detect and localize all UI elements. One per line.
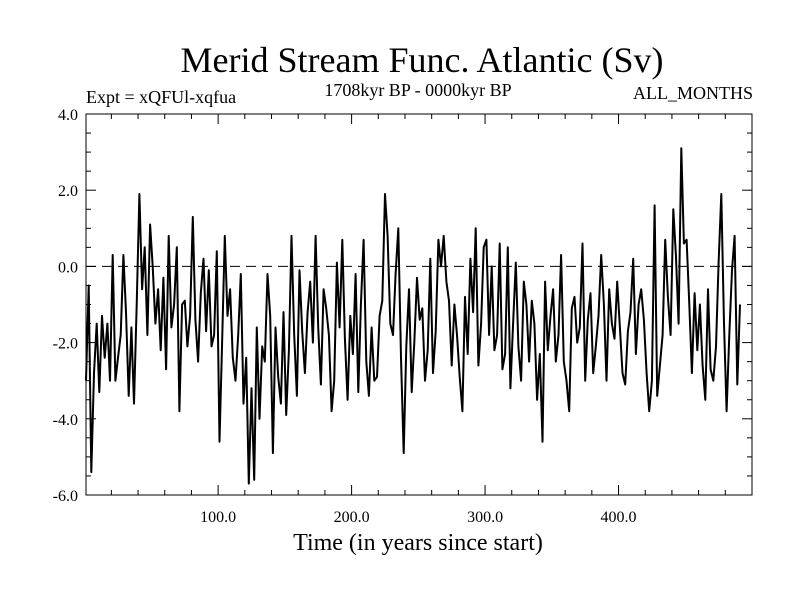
- y-tick-label: -2.0: [53, 336, 78, 353]
- x-axis: 100.0 200.0 300.0 400.0: [110, 114, 726, 526]
- y-tick-label: 0.0: [58, 259, 78, 276]
- chart-subtitle-right: ALL_MONTHS: [633, 83, 753, 103]
- y-tick-label: -6.0: [53, 488, 78, 505]
- y-tick-label: 2.0: [58, 183, 78, 200]
- chart-subtitle-left: Expt = xQFUl-xqfua: [86, 87, 236, 107]
- x-tick-label: 200.0: [334, 509, 370, 526]
- x-tick-label: 100.0: [200, 509, 236, 526]
- y-tick-label: -4.0: [53, 412, 78, 429]
- x-tick-label: 300.0: [467, 509, 503, 526]
- series-line: [85, 147, 741, 485]
- y-axis: -6.0 -4.0 -2.0 0.0 2.0 4.0: [53, 107, 752, 505]
- y-tick-label: 4.0: [58, 107, 78, 124]
- x-tick-label: 400.0: [601, 509, 637, 526]
- x-axis-label: Time (in years since start): [293, 530, 543, 556]
- chart-title: Merid Stream Func. Atlantic (Sv): [181, 40, 664, 80]
- chart-subtitle-center: 1708kyr BP - 0000kyr BP: [324, 80, 511, 100]
